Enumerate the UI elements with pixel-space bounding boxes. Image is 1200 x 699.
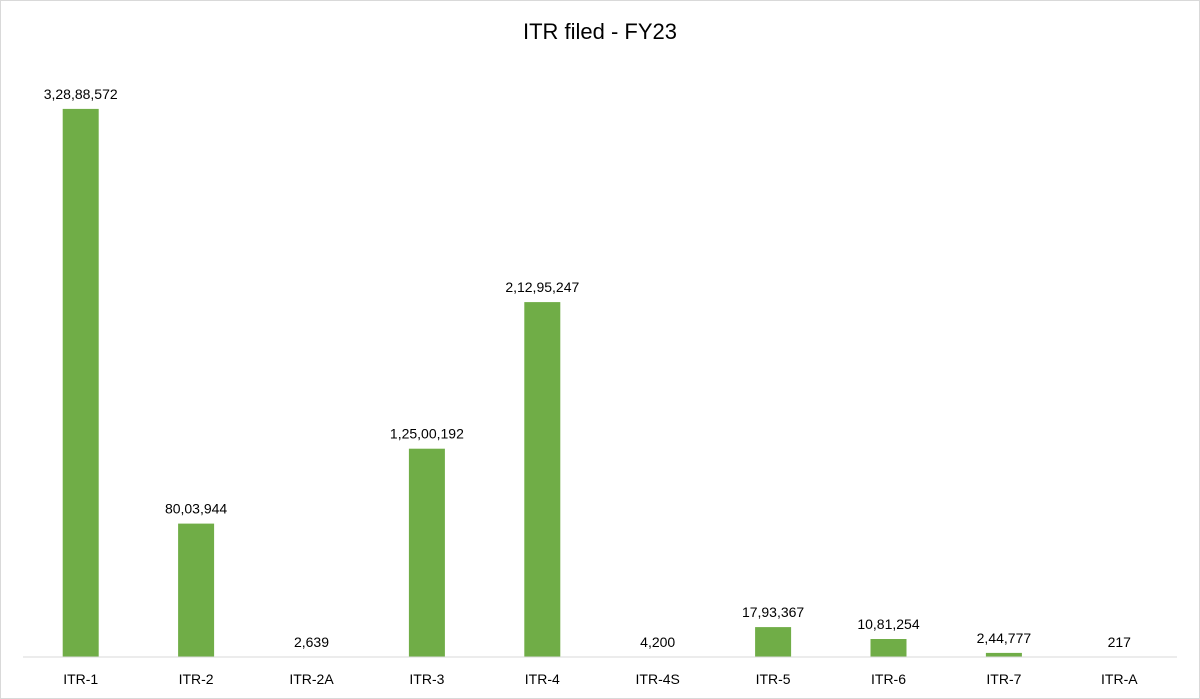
bar-itr-6 <box>870 639 907 658</box>
bar-itr-2 <box>178 523 215 657</box>
x-tick-label-itr-4s: ITR-4S <box>636 671 680 687</box>
x-tick-label-itr-2a: ITR-2A <box>289 671 334 687</box>
x-tick-label-itr-6: ITR-6 <box>871 671 906 687</box>
bar-itr-1 <box>62 108 99 658</box>
bar-itr-7 <box>985 652 1022 657</box>
chart-title: ITR filed - FY23 <box>523 19 677 44</box>
data-label-itr-2a: 2,639 <box>294 634 329 650</box>
data-label-itr-6: 10,81,254 <box>857 616 919 632</box>
x-tick-label-itr-1: ITR-1 <box>63 671 98 687</box>
data-label-itr-7: 2,44,777 <box>977 630 1032 646</box>
x-tick-label-itr-7: ITR-7 <box>986 671 1021 687</box>
data-label-itr-3: 1,25,00,192 <box>390 426 464 442</box>
data-label-itr-4: 2,12,95,247 <box>505 279 579 295</box>
bar-itr-4 <box>524 302 561 658</box>
data-label-itr-2: 80,03,944 <box>165 501 227 517</box>
bars-group <box>62 108 1022 658</box>
x-tick-label-itr-4: ITR-4 <box>525 671 560 687</box>
bar-itr-3 <box>408 448 445 658</box>
data-label-itr-1: 3,28,88,572 <box>44 86 118 102</box>
data-label-itr-a: 217 <box>1108 634 1132 650</box>
x-tick-labels: ITR-1 ITR-2 ITR-2A ITR-3 ITR-4 ITR-4S ITR-5 ITR… <box>63 671 1138 687</box>
data-label-itr-4s: 4,200 <box>640 634 675 650</box>
x-tick-label-itr-a: ITR-A <box>1101 671 1138 687</box>
x-tick-label-itr-3: ITR-3 <box>409 671 444 687</box>
x-tick-label-itr-2: ITR-2 <box>179 671 214 687</box>
data-label-itr-5: 17,93,367 <box>742 604 804 620</box>
data-labels-group: 3,28,88,572 80,03,944 2,639 1,25,00,192 2,12… <box>44 86 1131 650</box>
x-tick-label-itr-5: ITR-5 <box>756 671 791 687</box>
bar-itr-5 <box>755 627 792 657</box>
